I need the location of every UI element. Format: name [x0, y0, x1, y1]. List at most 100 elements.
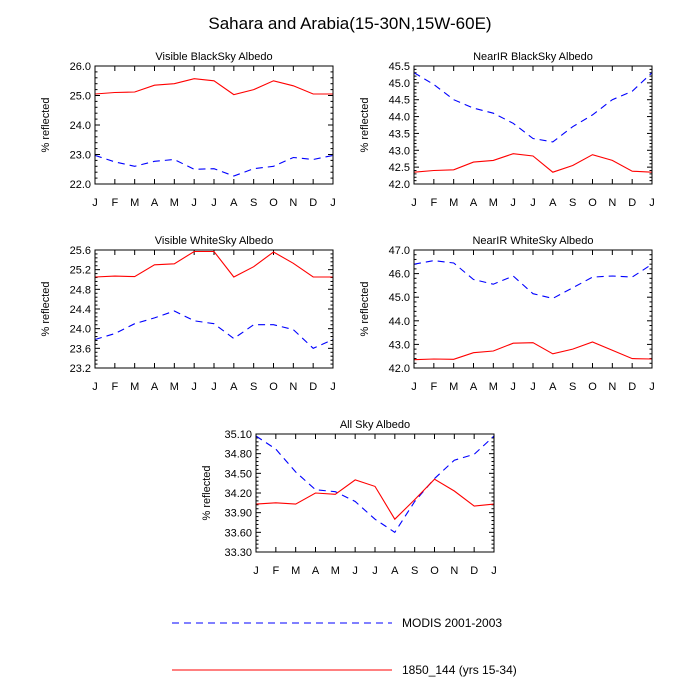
y-tick-label: 34.50 — [224, 468, 252, 480]
y-tick-label: 42.0 — [389, 363, 410, 375]
x-tick-label: M — [449, 197, 458, 209]
plot-frame — [94, 249, 334, 369]
x-tick-label: A — [151, 197, 159, 209]
y-axis-label: % reflected — [359, 97, 371, 152]
plot-frame — [413, 249, 653, 369]
x-tick-label: M — [130, 197, 139, 209]
series-model — [94, 250, 333, 278]
panel-nearir-whitesky: NearIR WhiteSky Albedo % reflected 42.0 43.… — [359, 235, 655, 393]
y-tick-label: 33.30 — [224, 547, 252, 559]
x-tick-label: J — [649, 197, 655, 209]
x-tick-label: J — [491, 565, 497, 577]
panel-title: All Sky Albedo — [340, 419, 410, 431]
y-tick-label: 35.10 — [224, 429, 252, 441]
y-axis-label: % reflected — [201, 465, 213, 520]
series-model — [413, 153, 653, 173]
x-tick-label: S — [250, 381, 257, 393]
series-model — [255, 478, 495, 521]
x-tick-label: F — [111, 381, 118, 393]
panel-visible-whitesky: Visible WhiteSky Albedo % reflected 23.2 23… — [40, 235, 336, 393]
y-tick-label: 26.0 — [70, 61, 91, 73]
x-tick-label: J — [211, 197, 217, 209]
x-tick-label: N — [450, 565, 458, 577]
x-tick-label: A — [151, 381, 159, 393]
x-tick-label: N — [608, 197, 616, 209]
y-tick-label: 24.0 — [70, 324, 91, 336]
x-tick-label: A — [312, 565, 320, 577]
panel-visible-blacksky: Visible BlackSky Albedo % reflected 22.0 23… — [40, 51, 336, 209]
x-tick-label: F — [111, 197, 118, 209]
y-tick-label: 25.6 — [70, 245, 91, 257]
x-tick-label: D — [628, 381, 636, 393]
y-tick-label: 25.2 — [70, 265, 91, 277]
x-tick-label: J — [649, 381, 655, 393]
x-tick-label: J — [330, 197, 336, 209]
x-tick-label: M — [331, 565, 340, 577]
y-tick-label: 43.0 — [389, 145, 410, 157]
y-tick-label: 23.0 — [70, 150, 91, 162]
x-tick-label: J — [411, 197, 417, 209]
y-tick-label: 43.0 — [389, 339, 410, 351]
y-tick-label: 23.6 — [70, 343, 91, 355]
x-tick-label: J — [191, 197, 197, 209]
x-tick-label: O — [588, 381, 597, 393]
x-tick-label: A — [549, 197, 557, 209]
series-modis — [94, 154, 334, 177]
y-tick-label: 34.20 — [224, 488, 252, 500]
y-tick-label: 47.0 — [389, 245, 410, 257]
x-tick-label: N — [608, 381, 616, 393]
plot-frame — [413, 65, 653, 185]
y-tick-label: 45.0 — [389, 292, 410, 304]
x-tick-label: M — [130, 381, 139, 393]
y-tick-label: 42.5 — [389, 162, 410, 174]
x-tick-label: J — [510, 381, 516, 393]
y-tick-label: 45.0 — [389, 78, 410, 90]
plot-frame — [255, 433, 495, 553]
y-axis-label: % reflected — [40, 281, 52, 336]
x-tick-label: O — [430, 565, 439, 577]
x-tick-label: A — [470, 381, 478, 393]
legend: MODIS 2001-2003 1850_144 (yrs 15-34) — [172, 616, 517, 677]
y-tick-label: 42.0 — [389, 179, 410, 191]
x-tick-label: M — [291, 565, 300, 577]
y-tick-label: 43.5 — [389, 128, 410, 140]
series-model — [94, 78, 333, 96]
x-tick-label: J — [352, 565, 358, 577]
y-tick-label: 44.0 — [389, 316, 410, 328]
x-tick-label: M — [170, 197, 179, 209]
panel-all-sky: All Sky Albedo % reflected 33.30 33.60 33.90… — [201, 419, 497, 577]
x-tick-label: J — [191, 381, 197, 393]
y-tick-label: 24.0 — [70, 120, 91, 132]
y-tick-label: 45.5 — [389, 61, 410, 73]
figure-title: Sahara and Arabia(15-30N,15W-60E) — [208, 14, 491, 33]
x-tick-label: M — [489, 197, 498, 209]
x-tick-label: F — [430, 197, 437, 209]
y-tick-label: 44.0 — [389, 112, 410, 124]
x-tick-label: J — [330, 381, 336, 393]
series-model — [413, 341, 653, 361]
series-modis — [94, 310, 334, 349]
x-tick-label: J — [211, 381, 217, 393]
series-modis — [255, 435, 495, 534]
x-tick-label: A — [549, 381, 557, 393]
x-tick-label: J — [372, 565, 378, 577]
panel-title: Visible BlackSky Albedo — [155, 51, 272, 63]
x-tick-label: J — [411, 381, 417, 393]
x-tick-label: F — [272, 565, 279, 577]
x-tick-label: M — [449, 381, 458, 393]
x-tick-label: A — [230, 381, 238, 393]
x-tick-label: D — [470, 565, 478, 577]
y-tick-label: 46.0 — [389, 269, 410, 281]
y-axis-label: % reflected — [40, 97, 52, 152]
panel-title: NearIR BlackSky Albedo — [473, 51, 593, 63]
x-tick-label: A — [391, 565, 399, 577]
x-tick-label: S — [569, 381, 576, 393]
x-tick-label: J — [92, 381, 98, 393]
y-tick-label: 33.60 — [224, 527, 252, 539]
y-tick-label: 25.0 — [70, 91, 91, 103]
x-tick-label: O — [269, 381, 278, 393]
x-tick-label: D — [628, 197, 636, 209]
x-tick-label: O — [588, 197, 597, 209]
y-tick-label: 33.90 — [224, 508, 252, 520]
